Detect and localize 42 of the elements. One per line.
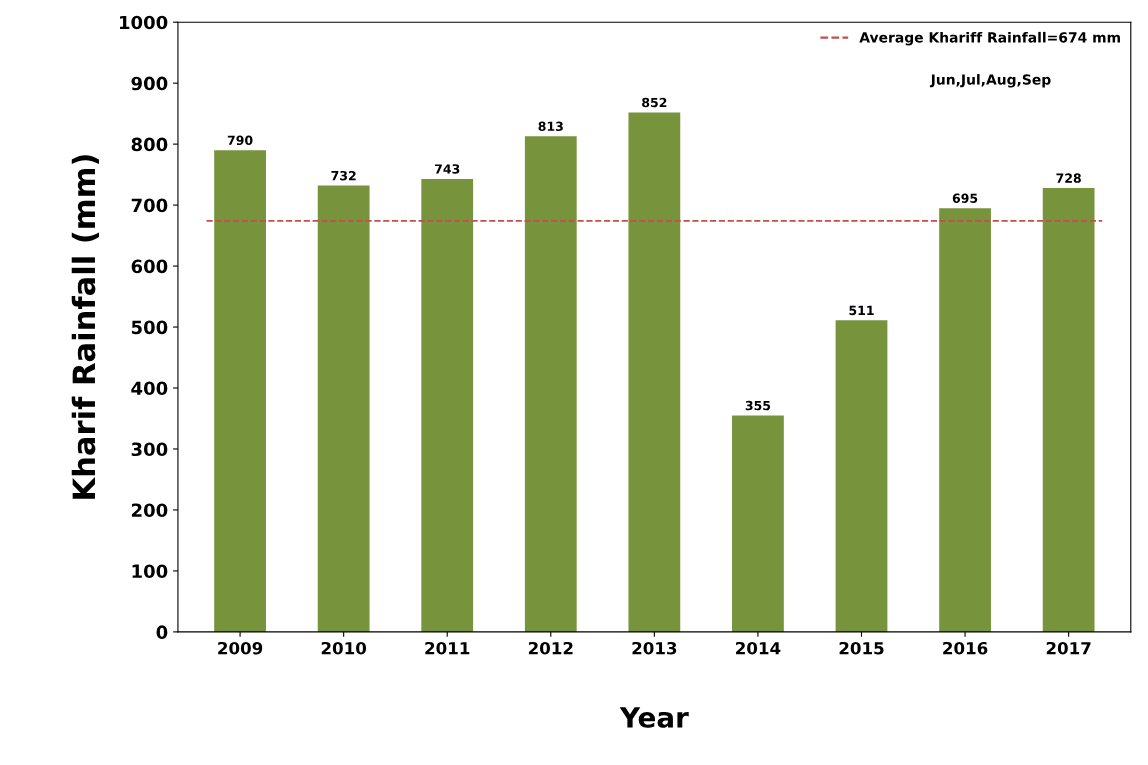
data-label: 852 [642,97,667,108]
data-label: 813 [538,121,563,131]
bar [317,185,370,632]
data-label: 511 [849,305,874,316]
y-tick-label: 500 [131,320,168,335]
y-tick-label: 600 [131,259,168,274]
bar [628,112,681,632]
bar [524,136,577,632]
x-tick-label: 2014 [736,641,781,655]
y-axis-title: Kharif Rainfall (mm) [71,155,99,499]
y-tick-label: 700 [131,198,168,213]
x-tick-label: 2015 [839,641,884,655]
bar [939,208,991,632]
y-tick-label: 100 [132,564,168,579]
y-tick-label: 200 [131,503,168,518]
y-tick-label: 1000 [120,15,168,30]
data-label: 743 [435,164,460,174]
bar [1042,188,1095,632]
y-tick-label: 400 [131,381,168,396]
x-tick-label: 2016 [943,641,988,655]
data-label: 790 [227,135,253,146]
x-tick-label: 2009 [218,641,263,655]
x-tick-label: 2011 [425,641,470,655]
x-tick-label: 2010 [321,641,367,655]
data-label: 355 [745,400,771,411]
legend-label: Average Khariff Rainfall=674 mm [859,31,1120,46]
y-tick-label: 800 [131,137,168,152]
x-tick-label: 2017 [1046,641,1091,655]
bar [421,178,474,632]
bar [835,320,888,632]
data-label: 732 [331,170,356,181]
y-tick-label: 0 [156,625,168,640]
data-label: 695 [952,193,978,203]
x-tick-label: 2013 [632,641,677,655]
bar [214,150,266,632]
annotation: Jun,Jul,Aug,Sep [929,74,1051,88]
y-tick-label: 900 [131,76,168,91]
y-tick-label: 300 [131,442,168,457]
x-axis-title: Year [619,707,689,728]
x-tick-label: 2012 [528,641,573,655]
data-label: 728 [1056,173,1081,183]
bar [732,415,784,632]
